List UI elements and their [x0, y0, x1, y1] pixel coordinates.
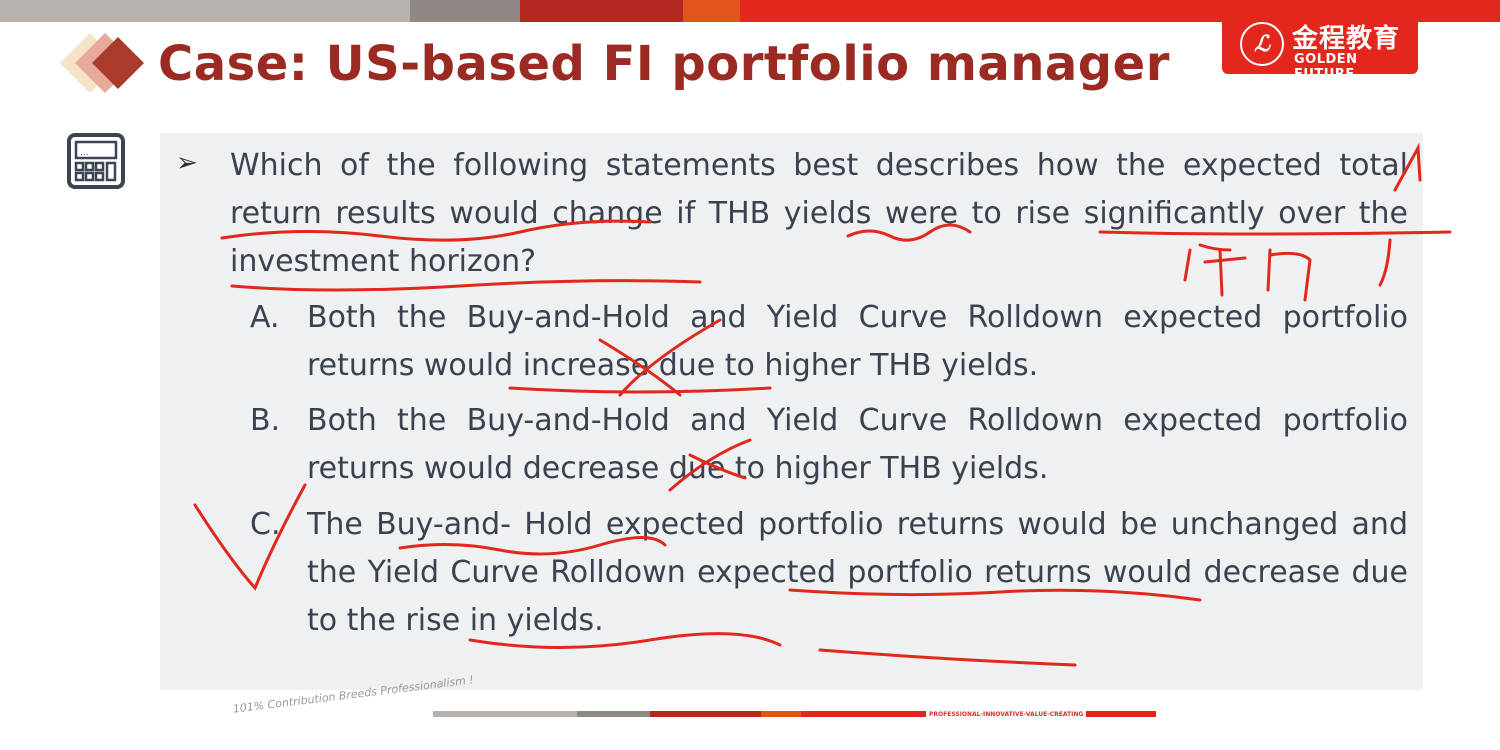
- calculator-icon: ...: [67, 133, 125, 189]
- option-text: Both the Buy-and-Hold and Yield Curve Ro…: [307, 403, 1408, 486]
- svg-text:...: ...: [80, 148, 89, 158]
- footer-color-bar: PROFESSIONAL-INNOVATIVE-VALUE-CREATING: [433, 710, 1157, 718]
- top-color-bar: [0, 0, 1500, 22]
- page-title: Case: US-based FI portfolio manager: [158, 36, 1170, 92]
- option-text: The Buy-and- Hold expected portfolio ret…: [307, 507, 1408, 638]
- question-text: Which of the following statements best d…: [230, 148, 1408, 279]
- option-letter: C.: [250, 507, 281, 542]
- option-b[interactable]: B. Both the Buy-and-Hold and Yield Curve…: [250, 397, 1408, 493]
- logo-english: GOLDEN FUTURE: [1294, 52, 1358, 82]
- footer-tagline: PROFESSIONAL-INNOVATIVE-VALUE-CREATING: [929, 710, 1084, 718]
- option-letter: A.: [250, 300, 280, 335]
- option-letter: B.: [250, 403, 281, 438]
- arrow-bullet-icon: ➢: [176, 148, 198, 178]
- option-a[interactable]: A. Both the Buy-and-Hold and Yield Curve…: [250, 294, 1408, 390]
- golden-future-logo: ℒ 金程教育 GOLDEN FUTURE: [1222, 14, 1418, 82]
- logo-chinese: 金程教育: [1292, 24, 1401, 54]
- option-c[interactable]: C. The Buy-and- Hold expected portfolio …: [250, 501, 1408, 645]
- option-text: Both the Buy-and-Hold and Yield Curve Ro…: [307, 300, 1408, 383]
- seal-icon: ℒ: [1240, 22, 1284, 66]
- diamond-logo-icon: [60, 33, 144, 93]
